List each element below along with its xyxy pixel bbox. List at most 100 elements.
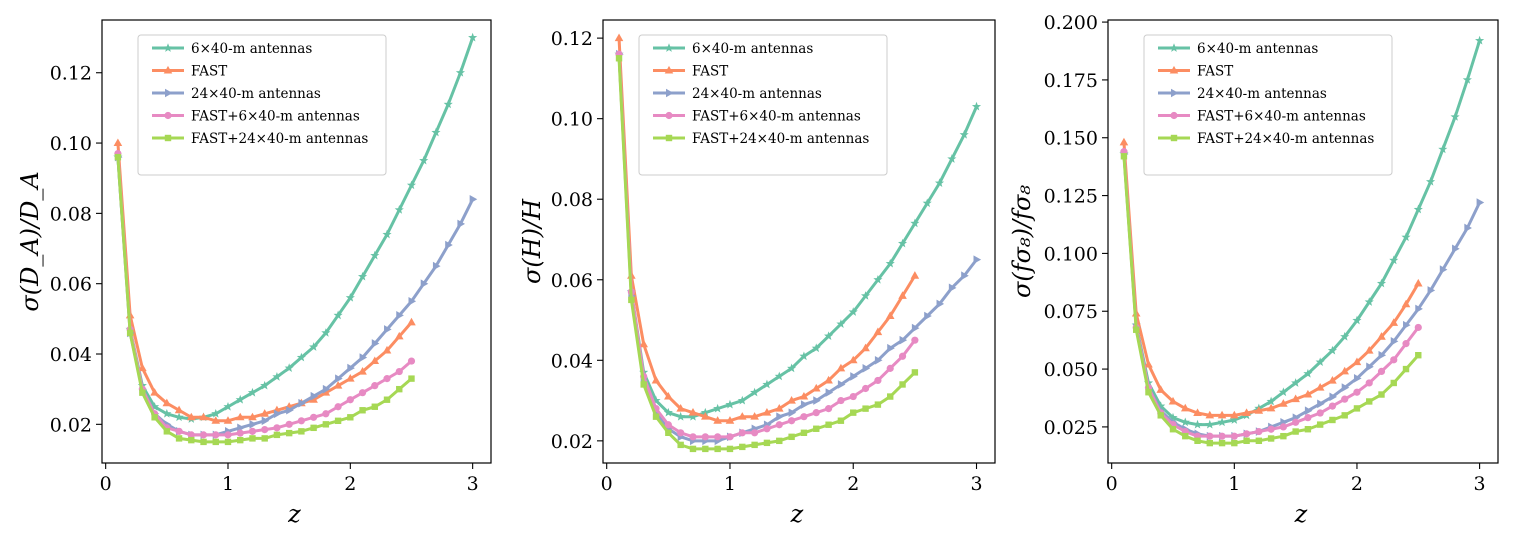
data-point-6x40 [1303, 368, 1313, 378]
data-point-FAST [787, 395, 796, 404]
series-FAST+6x40 [615, 50, 919, 441]
y-tick-label: 0.02 [551, 431, 593, 453]
data-point-FAST+24x40 [188, 436, 195, 444]
data-point-FAST [1230, 410, 1239, 419]
data-point-FAST+6x40 [248, 427, 257, 435]
data-point-6x40 [787, 363, 797, 373]
data-point-FAST [235, 412, 245, 421]
data-point-FAST+24x40 [224, 438, 232, 446]
data-point-FAST [407, 317, 416, 326]
legend-label-6x40: 6×40-m antennas [1197, 41, 1318, 57]
y-tick-label: 0.10 [50, 133, 92, 155]
data-point-FAST+6x40 [701, 433, 709, 441]
data-point-FAST [688, 408, 698, 416]
chart-panel-2: 0 1 2 3 0.02 0.04 0.06 0.08 0.10 0.12 z σ(H)/H 6×40-… [518, 19, 996, 528]
series-FAST+24x40 [615, 55, 919, 453]
data-point-24x40 [936, 299, 945, 309]
y-tick-label: 0.06 [50, 274, 92, 296]
chart-panel-1: 0 1 2 3 0.02 0.04 0.06 0.08 0.10 0.12 z σ(D_A)/D_A 6… [16, 19, 492, 528]
data-point-FAST [186, 412, 196, 421]
data-point-6x40 [260, 380, 270, 390]
data-point-FAST+24x40 [776, 437, 783, 445]
data-point-FAST [1328, 376, 1337, 384]
data-point-FAST+6x40 [775, 421, 783, 429]
data-point-6x40 [1462, 75, 1472, 84]
data-point-FAST+24x40 [825, 421, 832, 428]
data-point-6x40 [750, 387, 760, 397]
data-point-FAST [1413, 278, 1423, 287]
data-point-FAST+24x40 [1292, 428, 1299, 435]
data-point-FAST [713, 416, 722, 424]
data-point-6x40 [174, 412, 184, 422]
data-point-6x40 [676, 411, 686, 421]
data-point-6x40 [296, 352, 306, 362]
data-point-FAST [333, 381, 343, 389]
data-point-FAST+24x40 [1366, 398, 1373, 405]
data-point-FAST [150, 388, 159, 396]
data-point-24x40 [359, 353, 368, 362]
y-axis-title: σ(fσ₈)/fσ₈ [1008, 185, 1036, 298]
legend-marker-FAST [163, 65, 173, 74]
data-point-24x40 [261, 416, 270, 426]
data-point-FAST+24x40 [702, 445, 709, 453]
data-point-FAST+6x40 [1390, 356, 1398, 364]
legend-label-FAST: FAST [1197, 64, 1233, 80]
data-point-24x40 [273, 409, 282, 419]
data-point-FAST+24x40 [383, 396, 391, 403]
legend-marker-FAST [1169, 65, 1179, 74]
data-point-24x40 [911, 323, 920, 333]
data-point-24x40 [837, 380, 846, 389]
data-point-FAST+24x40 [652, 413, 660, 420]
data-point-FAST+6x40 [297, 417, 305, 425]
legend-marker-FAST+24x40 [164, 134, 172, 142]
data-point-FAST [358, 366, 367, 375]
data-point-FAST+24x40 [1157, 412, 1164, 419]
y-tick-label: 0.175 [1044, 70, 1098, 92]
data-point-24x40 [1390, 337, 1399, 346]
data-point-24x40 [924, 311, 932, 321]
legend-marker-6x40 [664, 43, 674, 52]
data-point-24x40 [1403, 320, 1411, 330]
data-point-FAST+6x40 [763, 425, 771, 433]
legend-label-6x40: 6×40-m antennas [191, 41, 312, 57]
data-point-FAST [811, 383, 821, 392]
data-point-FAST [174, 405, 184, 414]
series-line-FAST [1122, 140, 1420, 417]
data-point-6x40 [1438, 144, 1448, 154]
data-point-24x40 [322, 384, 331, 394]
data-point-6x40 [394, 205, 404, 214]
data-point-FAST+6x40 [677, 429, 685, 437]
data-point-FAST+24x40 [310, 424, 317, 432]
data-point-FAST+24x40 [1304, 426, 1312, 433]
legend-label-FAST+6x40: FAST+6×40-m antennas [191, 109, 360, 125]
data-point-FAST [651, 375, 661, 384]
y-tick-label: 0.100 [1044, 243, 1098, 265]
data-point-FAST [861, 343, 870, 352]
legend-marker-FAST+24x40 [1170, 134, 1178, 142]
data-point-FAST+24x40 [751, 441, 758, 449]
data-point-FAST+6x40 [824, 405, 833, 413]
data-point-24x40 [776, 412, 784, 421]
data-point-24x40 [862, 364, 871, 373]
y-tick-label: 0.04 [50, 344, 92, 366]
data-point-FAST+24x40 [899, 381, 906, 388]
data-point-FAST+24x40 [763, 439, 771, 447]
data-point-FAST+6x40 [224, 431, 232, 439]
data-point-6x40 [713, 403, 723, 413]
data-point-FAST [113, 138, 123, 147]
x-tick-label: 3 [1474, 473, 1486, 495]
legend-marker-FAST+6x40 [1170, 111, 1178, 120]
data-point-24x40 [432, 261, 441, 271]
data-point-24x40 [973, 255, 982, 264]
data-point-24x40 [335, 374, 343, 383]
data-point-FAST [138, 363, 147, 372]
data-point-FAST [248, 412, 257, 421]
x-tick-label: 1 [1228, 473, 1240, 495]
data-point-FAST [848, 355, 858, 364]
data-point-FAST+24x40 [1255, 437, 1263, 444]
data-point-6x40 [861, 291, 871, 300]
data-point-6x40 [272, 372, 282, 381]
y-tick-label: 0.06 [551, 270, 593, 292]
data-point-FAST+24x40 [1206, 439, 1213, 447]
series-FAST+6x40 [114, 150, 416, 439]
